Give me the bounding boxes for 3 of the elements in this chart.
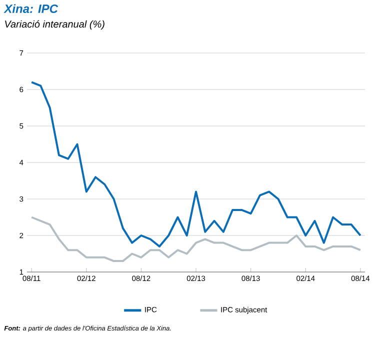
chart-subtitle: Variació interanual (%) — [5, 20, 104, 30]
chart-title: Xina: IPC — [4, 4, 58, 14]
line-series — [30, 81, 362, 248]
